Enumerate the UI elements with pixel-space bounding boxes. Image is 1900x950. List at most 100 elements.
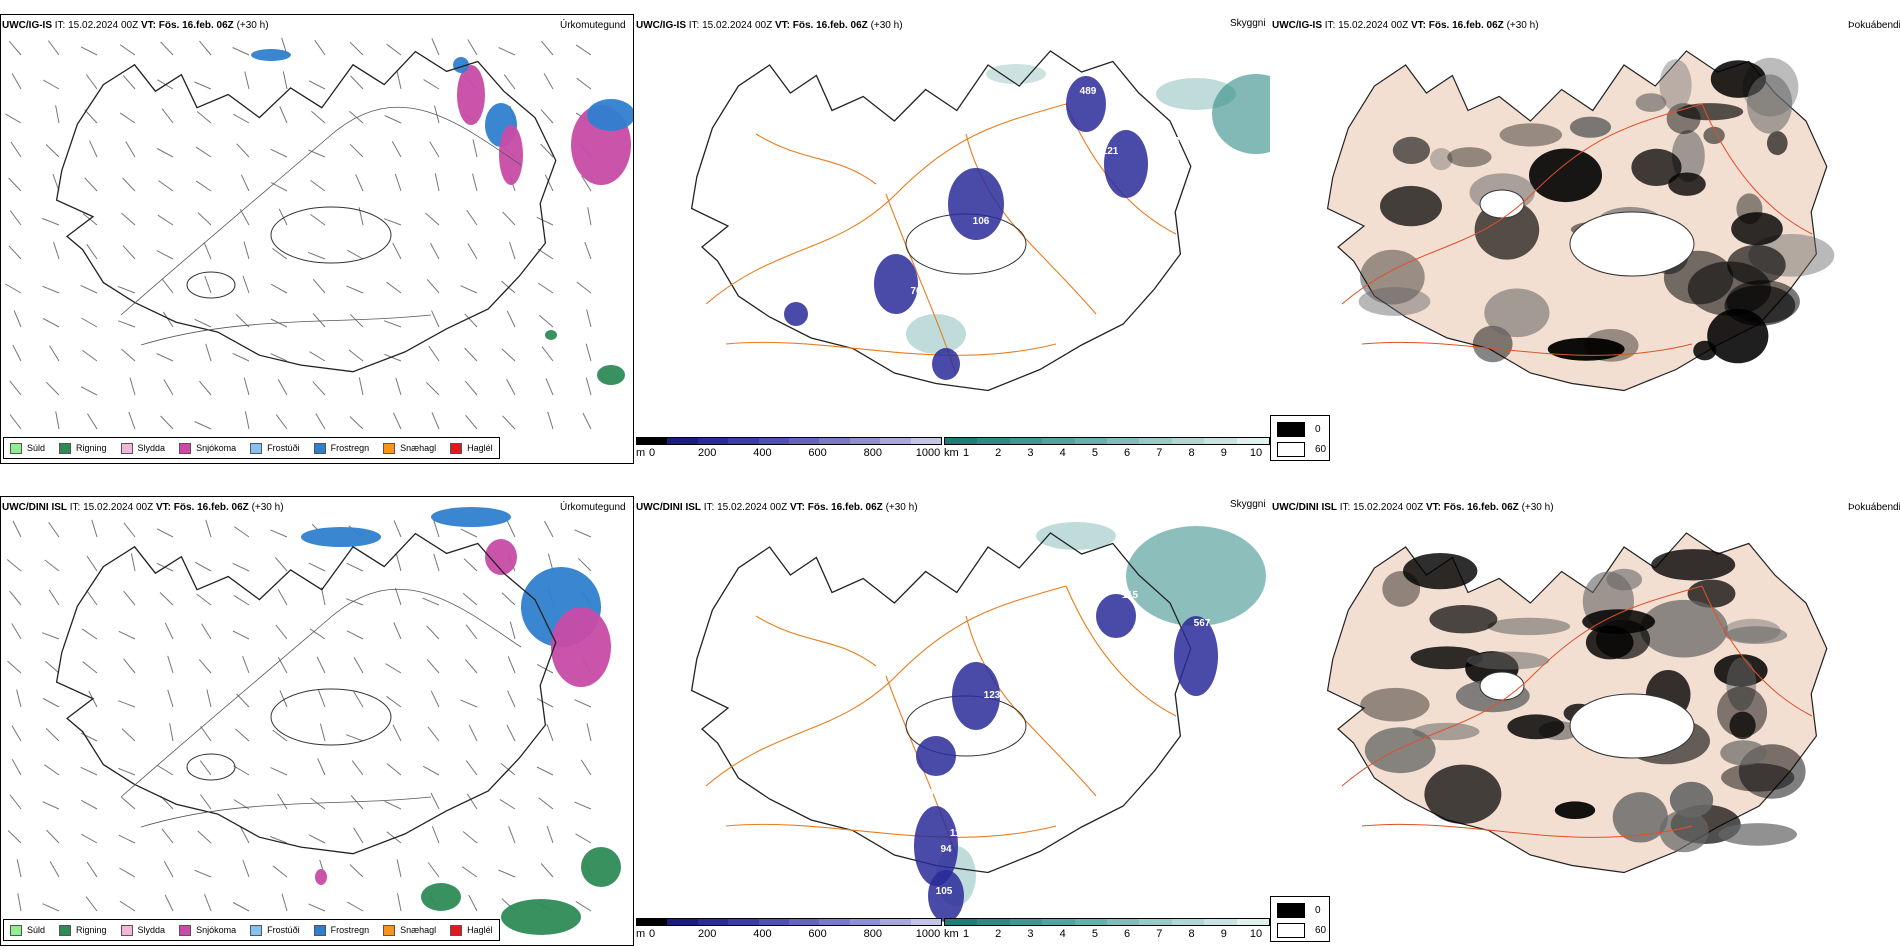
legend-swatch <box>120 924 133 936</box>
scale-tick-label: 400 <box>753 928 772 940</box>
visibility-value-label: 489 <box>1080 86 1097 97</box>
visibility-value-label: 105 <box>936 886 953 897</box>
scale-tick-label: 3 <box>1027 928 1034 940</box>
scale-bar <box>636 918 942 926</box>
legend-label: Rigning <box>76 443 107 453</box>
scale-bar <box>944 918 1270 926</box>
precip-map-1 <box>5 37 633 430</box>
visibility-value-label: 32 <box>1006 690 1018 701</box>
visibility-type-1: Skyggni <box>1230 18 1266 29</box>
fog-legend-item: 0 <box>1277 903 1321 918</box>
scale-tick-label: 6 <box>1124 928 1131 940</box>
legend-swatch <box>179 442 192 454</box>
legend-swatch <box>10 924 22 936</box>
scale-tick-label: 7 <box>1156 928 1163 940</box>
visibility-value-label: 113 <box>950 828 967 839</box>
scale-tick-label: 5 <box>1091 447 1098 459</box>
legend-label: Frostregn <box>330 925 370 935</box>
visibility-value-label: 11 <box>803 296 814 307</box>
scale-tick-label: 200 <box>698 928 717 940</box>
scale-tick-label: 8 <box>1188 447 1195 459</box>
fog-type-2: Þokuábendi <box>1848 502 1900 513</box>
legend-item: Frostregn <box>313 924 370 936</box>
scale-bar <box>944 437 1270 445</box>
visibility-value-label: 174 <box>1148 136 1165 147</box>
legend-swatch <box>10 442 22 454</box>
legend-label: Slydda <box>137 443 166 453</box>
scale-tick-label: 400 <box>753 447 772 459</box>
legend-item: Súld <box>10 924 45 936</box>
fog-title-2: UWC/DINI ISL IT: 15.02.2024 00Z VT: Fös.… <box>1272 502 1554 513</box>
fog-legend-swatch <box>1277 422 1305 437</box>
precip-title-2: UWC/DINI ISL IT: 15.02.2024 00Z VT: Fös.… <box>2 502 284 513</box>
legend-label: Snjókoma <box>196 925 237 935</box>
legend-label: Súld <box>27 443 46 453</box>
visibility-scale-m-2: m 0 200 400 600 800 1000 <box>636 918 942 948</box>
fog-map-2 <box>1326 532 1828 874</box>
legend-swatch <box>120 442 133 454</box>
scale-tick-label: 0 <box>648 447 656 459</box>
visibility-value-label: 83 <box>1168 136 1180 147</box>
scale-tick-label: 1000 <box>915 928 941 940</box>
fog-legend-1: 0 60 <box>1270 415 1330 461</box>
scale-unit: km <box>944 928 959 940</box>
legend-swatch <box>313 442 326 454</box>
precip-panel-2: Súld Rigning Slydda Snjókoma Frostúði Frostre… <box>0 496 634 946</box>
precip-type-2: Úrkomutegund <box>560 502 626 513</box>
visibility-value-label: 123 <box>984 690 1001 701</box>
legend-item: Slydda <box>120 442 166 454</box>
legend-item: Snæhagl <box>383 442 437 454</box>
scale-tick-label: 800 <box>863 447 882 459</box>
legend-label: Frostúði <box>267 443 300 453</box>
fog-panel-1 <box>1272 14 1900 464</box>
legend-item: Rigning <box>59 924 107 936</box>
legend-item: Snæhagl <box>383 924 437 936</box>
fog-legend-label: 60 <box>1315 925 1327 936</box>
legend-item: Súld <box>10 442 46 454</box>
scale-tick-label: 600 <box>808 928 827 940</box>
legend-swatch <box>250 442 263 454</box>
precip-title-1: UWC/IG-IS IT: 15.02.2024 00Z VT: Fös. 16… <box>2 20 269 31</box>
legend-label: Frostregn <box>330 443 370 453</box>
visibility-value-label: 223 <box>1128 116 1145 127</box>
scale-unit: km <box>944 447 959 459</box>
visibility-title-1: UWC/IG-IS IT: 15.02.2024 00Z VT: Fös. 16… <box>636 20 903 31</box>
fog-legend-swatch <box>1277 903 1305 918</box>
scale-tick-label: 2 <box>995 928 1002 940</box>
fog-legend-item: 60 <box>1277 442 1326 457</box>
legend-item: Haglél <box>450 924 493 936</box>
visibility-scale-km-1: km 1 2 3 4 5 6 7 8 9 10 <box>944 437 1270 467</box>
scale-tick-label: 9 <box>1220 447 1227 459</box>
legend-swatch <box>59 442 72 454</box>
visibility-panel-2: 115 567 123 32 89 113 94 105 <box>636 496 1270 946</box>
legend-item: Rigning <box>59 442 107 454</box>
fog-legend-label: 60 <box>1315 444 1327 455</box>
legend-swatch <box>59 924 72 936</box>
visibility-panel-1: 489 223 121 174 83 106 76 11 <box>636 14 1270 464</box>
visibility-title-2: UWC/DINI ISL IT: 15.02.2024 00Z VT: Fös.… <box>636 502 918 513</box>
legend-label: Snjókoma <box>196 443 237 453</box>
legend-swatch <box>450 924 463 936</box>
fog-legend-label: 0 <box>1315 905 1321 916</box>
precip-map-2 <box>6 507 621 935</box>
precip-legend: Súld Rigning Slydda Snjókoma Frostúði Frostre… <box>3 437 500 459</box>
precip-legend: Súld Rigning Slydda Snjókoma Frostúði Frostre… <box>3 919 500 941</box>
precip-type-1: Úrkomutegund <box>560 20 626 31</box>
legend-swatch <box>250 924 263 936</box>
legend-swatch <box>450 442 463 454</box>
scale-tick-label: 1 <box>962 928 970 940</box>
fog-title-1: UWC/IG-IS IT: 15.02.2024 00Z VT: Fös. 16… <box>1272 20 1539 31</box>
legend-label: Snæhagl <box>400 925 437 935</box>
legend-swatch <box>313 924 326 936</box>
visibility-value-label: 115 <box>1122 590 1139 601</box>
legend-item: Frostúði <box>250 442 300 454</box>
scale-tick-label: 9 <box>1220 928 1227 940</box>
legend-label: Rigning <box>76 925 107 935</box>
visibility-value-label: 567 <box>1194 618 1211 629</box>
legend-label: Snæhagl <box>400 443 437 453</box>
visibility-scale-km-2: km 1 2 3 4 5 6 7 8 9 10 <box>944 918 1270 948</box>
scale-unit: m <box>636 928 646 940</box>
visibility-map-1: 489 223 121 174 83 106 76 11 <box>690 50 1270 392</box>
scale-unit: m <box>636 447 646 459</box>
scale-tick-label: 8 <box>1188 928 1195 940</box>
